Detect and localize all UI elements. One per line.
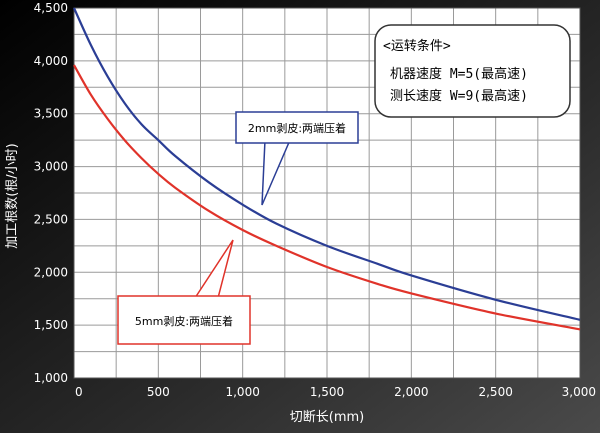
callout-5mm-box [117,295,251,345]
callout-2mm-label: 2mm剥皮:两端压着 [248,121,346,135]
y-tick-label: 2,000 [34,265,68,279]
callout-5mm-label: 5mm剥皮:两端压着 [135,314,233,328]
ticks-layer: 0 500 1,000 1,500 2,000 2,500 3,000 1,000 1,500 2… [34,1,596,399]
y-tick-label: 2,500 [34,212,68,226]
y-tick-label: 4,000 [34,54,68,68]
conditions-title: <运转条件> [383,38,451,54]
y-tick-label: 3,500 [34,107,68,121]
conditions-line-2: 测长速度 W=9(最高速) [390,88,528,104]
x-tick-label: 2,500 [478,385,512,399]
x-tick-label: 500 [147,385,170,399]
callout-2mm-box [235,111,359,144]
callout-5mm: 5mm剥皮:两端压着 [117,239,251,345]
y-tick-label: 1,500 [34,318,68,332]
y-axis-title: 加工根数(根/小时) [5,143,20,249]
conditions-box: <运转条件> 机器速度 M=5(最高速) 测长速度 W=9(最高速) [374,24,571,118]
series-line-1 [73,64,581,331]
y-tick-label: 3,000 [34,160,68,174]
y-tick-label: 4,500 [34,1,68,15]
x-axis-title: 切断长(mm) [290,410,364,425]
callout-2mm: 2mm剥皮:两端压着 [235,111,359,206]
series-line-0 [72,7,581,321]
x-tick-label: 0 [75,385,83,399]
x-tick-label: 1,000 [225,385,259,399]
series-layer [72,7,581,331]
plot-border [73,7,581,379]
x-tick-label: 3,000 [562,385,596,399]
conditions-line-1: 机器速度 M=5(最高速) [390,66,528,82]
x-tick-label: 1,500 [310,385,344,399]
y-tick-label: 1,000 [34,371,68,385]
x-tick-label: 2,000 [394,385,428,399]
